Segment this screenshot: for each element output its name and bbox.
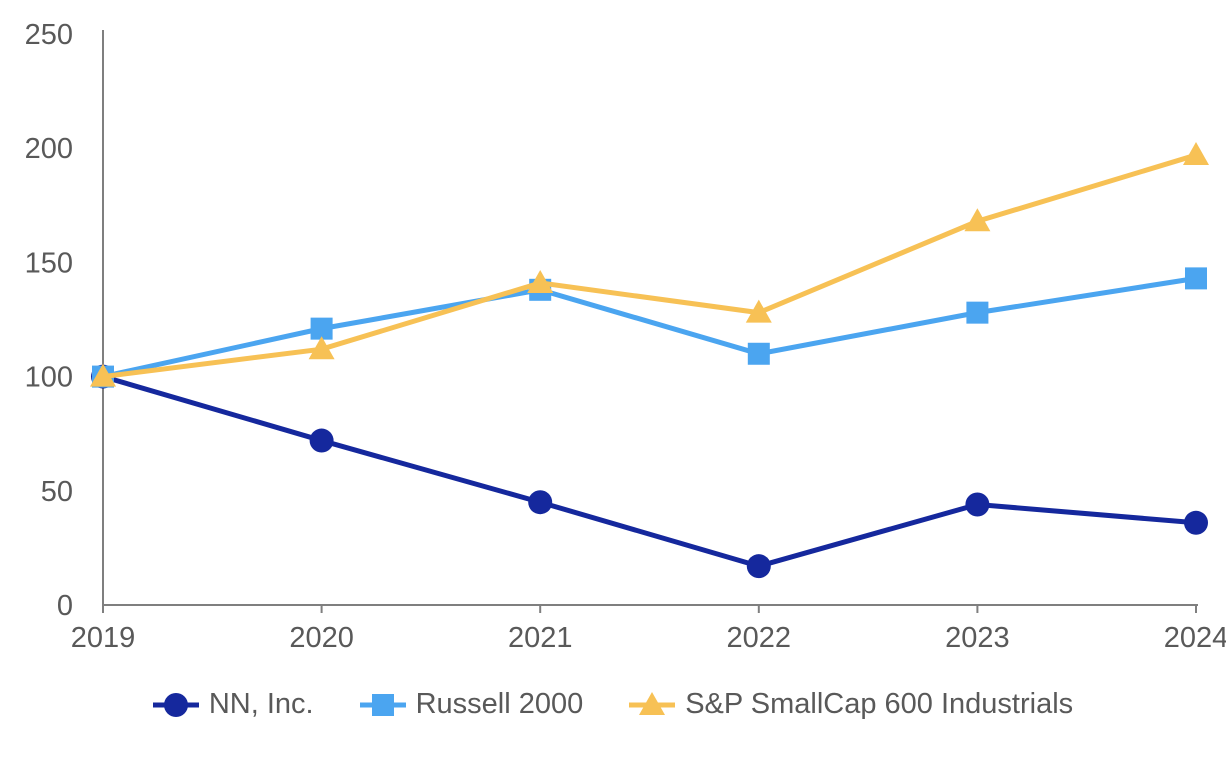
marker-circle-nn-inc-2023 — [965, 492, 990, 517]
series-s-p-smallcap-600-industrials — [90, 142, 1209, 387]
x-axis-tick-label: 2023 — [945, 622, 1010, 654]
marker-circle-nn-inc-2021 — [528, 490, 553, 515]
marker-circle-nn-inc-2024 — [1184, 510, 1208, 535]
legend-label-russell-2000: Russell 2000 — [415, 688, 584, 720]
marker-triangle-s-p-smallcap-600-industrials-2019 — [90, 363, 116, 387]
legend-item-russell-2000: Russell 2000 — [359, 688, 584, 721]
x-axis-tick-label: 2020 — [289, 622, 354, 654]
series-line-russell-2000 — [102, 275, 1197, 380]
legend-triangle-icon — [629, 691, 676, 715]
y-axis-tick-label: 0 — [57, 590, 73, 622]
marker-triangle-s-p-smallcap-600-industrials-2021 — [527, 269, 554, 293]
x-axis-tick-label: 2022 — [727, 622, 792, 654]
legend-item-nn-inc: NN, Inc. — [152, 688, 314, 721]
x-axis-tick-label: 2024 — [1164, 622, 1226, 654]
marker-triangle-s-p-smallcap-600-industrials-2023 — [964, 208, 991, 232]
series-line-s-p-smallcap-600-industrials — [102, 152, 1197, 380]
y-axis-tick-label: 200 — [25, 133, 73, 165]
x-axis-tick-label: 2019 — [71, 622, 136, 654]
legend-circle-icon — [152, 692, 199, 717]
marker-square-russell-2000-2022 — [747, 342, 770, 365]
chart-legend: NN, Inc. Russell 2000 S&P SmallCap 600 Ind… — [0, 688, 1226, 721]
legend-item-s-p-smallcap-600-industrials: S&P SmallCap 600 Industrials — [629, 688, 1073, 721]
marker-triangle-s-p-smallcap-600-industrials-2022 — [745, 299, 772, 323]
marker-triangle-s-p-smallcap-600-industrials-2024 — [1183, 142, 1209, 166]
marker-triangle-s-p-smallcap-600-industrials-2020 — [308, 336, 335, 360]
x-axis-tick-label: 2021 — [508, 622, 573, 654]
y-axis-tick-label: 250 — [25, 19, 73, 51]
marker-square-russell-2000-2020 — [310, 317, 333, 340]
y-axis-tick-label: 150 — [25, 247, 73, 279]
line-chart: 0 50 100 150 200 250 2019 2020 2021 2022 2023 2024 — [25, 19, 1226, 654]
series-nn-inc — [91, 364, 1208, 579]
legend-label-s-p-smallcap-600-industrials: S&P SmallCap 600 Industrials — [685, 688, 1074, 720]
marker-circle-nn-inc-2022 — [746, 554, 771, 579]
series-line-nn-inc — [102, 374, 1197, 569]
legend-square-icon — [359, 693, 406, 716]
marker-square-russell-2000-2024 — [1185, 267, 1207, 290]
y-axis-tick-label: 50 — [41, 476, 73, 508]
legend-label-nn-inc: NN, Inc. — [208, 688, 314, 720]
marker-square-russell-2000-2023 — [966, 301, 989, 324]
marker-circle-nn-inc-2020 — [309, 428, 334, 453]
series-russell-2000 — [92, 267, 1207, 388]
y-axis-tick-label: 100 — [25, 362, 73, 394]
